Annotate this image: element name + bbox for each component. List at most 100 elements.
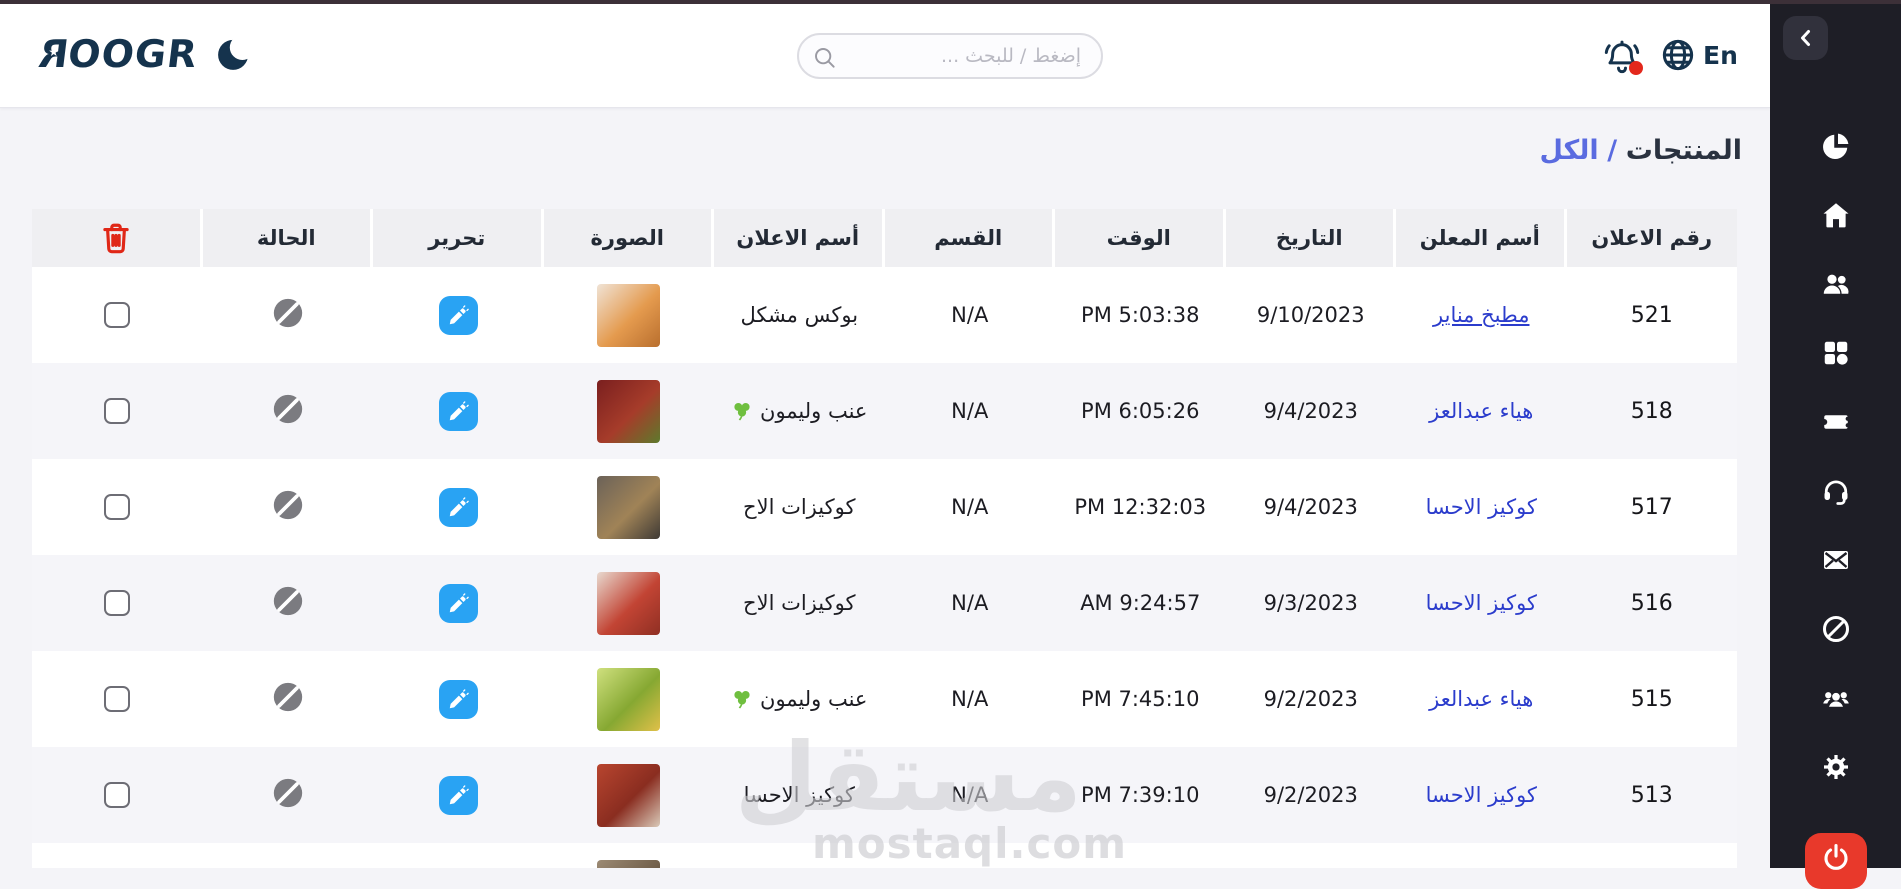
time-cell: PM 7:39:10 [1055,747,1226,843]
advertiser-link[interactable]: هياء عبدالعز [1429,399,1534,423]
status-disabled-icon[interactable] [271,488,305,522]
ad-name: كوكيزات الاح [743,591,856,615]
edit-button[interactable] [438,679,478,719]
date-cell [1225,843,1396,868]
pencil-icon [449,496,469,516]
ad-section: N/A [951,399,989,423]
status-disabled-icon[interactable] [271,296,305,330]
sidebar-item-ban[interactable] [1820,614,1852,644]
bulk-delete-button[interactable] [98,219,134,257]
logo[interactable]: ROOGR ★ [35,32,201,76]
sidebar-item-ticket[interactable] [1820,407,1852,437]
sidebar-item-users[interactable] [1820,269,1852,299]
table-row: 516 كوكيز الاحسا 9/3/2023 AM 9:24:57 N/A كوكي… [32,555,1737,651]
status-disabled-icon[interactable] [271,776,305,810]
ban-icon [273,682,302,711]
ad-name: عنب وليمون [731,399,867,423]
edit-button[interactable] [438,391,478,431]
breadcrumb-separator: / [1607,135,1618,166]
sidebar-item-user-group[interactable] [1820,683,1852,713]
section-cell: N/A [884,363,1055,459]
edit-button[interactable] [438,775,478,815]
ad-name: عنب وليمون [731,687,867,711]
notifications-bell-icon[interactable] [1602,37,1643,77]
table-row: 515 هياء عبدالعز 9/2/2023 PM 7:45:10 N/A عنب … [32,651,1737,747]
breadcrumb-section: المنتجات [1625,135,1742,166]
ads-table-wrap: رقم الاعلان أسم المعلن التاريخ الوقت القسم أس… [32,209,1737,868]
breadcrumb-current[interactable]: الكل [1539,135,1599,166]
column-header: الصورة [543,209,714,267]
row-checkbox[interactable] [104,302,131,328]
pencil-icon [449,592,469,612]
ads-table: رقم الاعلان أسم المعلن التاريخ الوقت القسم أس… [32,209,1737,868]
sidebar-item-gear[interactable] [1820,752,1852,782]
edit-cell [373,267,544,363]
ad-date: 9/4/2023 [1263,495,1358,519]
time-cell: PM 7:45:10 [1055,651,1226,747]
image-cell [543,843,714,868]
row-checkbox[interactable] [104,686,131,712]
advertiser-link[interactable]: مطبخ مناير [1433,303,1530,327]
edit-cell [373,459,544,555]
image-cell [543,555,714,651]
status-cell [202,555,373,651]
ad-name-cell [714,843,885,868]
logo-mark: R [35,32,72,76]
row-checkbox[interactable] [104,398,131,424]
date-cell: 9/4/2023 [1225,459,1396,555]
advertiser-link[interactable]: كوكيز الاحسا [1425,783,1537,807]
sidebar-item-category[interactable] [1820,338,1852,368]
advertiser-link[interactable]: كوكيز الاحسا [1425,591,1537,615]
ad-thumbnail [597,571,661,635]
advertiser-cell: هياء عبدالعز [1396,651,1567,747]
status-cell [202,363,373,459]
image-cell [543,267,714,363]
search-input[interactable] [799,35,1101,77]
time-cell: PM 5:03:38 [1055,267,1226,363]
edit-button[interactable] [438,487,478,527]
language-label: En [1703,40,1738,70]
pencil-icon [449,784,469,804]
status-cell [202,747,373,843]
edit-button[interactable] [438,295,478,335]
image-cell [543,363,714,459]
power-button[interactable] [1804,833,1867,889]
edit-button[interactable] [438,583,478,623]
ad-name-cell: كوكيزات الاح [714,555,885,651]
ad-name-cell: عنب وليمون [714,363,885,459]
status-disabled-icon[interactable] [271,392,305,426]
table-row: 517 كوكيز الاحسا 9/4/2023 PM 12:32:03 N/A كوك… [32,459,1737,555]
ad-number-cell: 513 [1566,747,1737,843]
time-cell: AM 9:24:57 [1055,555,1226,651]
sidebar-item-home[interactable] [1820,200,1852,230]
edit-cell [373,363,544,459]
advertiser-link[interactable]: هياء عبدالعز [1429,687,1534,711]
ad-number-cell: 516 [1566,555,1737,651]
language-switcher[interactable]: En [1660,37,1738,73]
ad-date: 9/4/2023 [1263,399,1358,423]
advertiser-link[interactable]: كوكيز الاحسا [1425,495,1537,519]
ad-name: كوكيز الاحسا [743,783,855,807]
row-checkbox[interactable] [104,590,131,616]
status-disabled-icon[interactable] [271,584,305,618]
row-checkbox[interactable] [104,494,131,520]
edit-cell [373,843,544,868]
date-cell: 9/2/2023 [1225,747,1396,843]
ad-date: 9/10/2023 [1256,303,1365,327]
home-icon [1821,200,1851,230]
sidebar-item-headset[interactable] [1820,476,1852,506]
row-checkbox[interactable] [104,782,131,808]
status-cell [202,651,373,747]
sidebar-item-pie-chart[interactable] [1820,131,1852,161]
status-disabled-icon[interactable] [271,680,305,714]
envelope-icon [1821,545,1851,575]
date-cell: 9/10/2023 [1225,267,1396,363]
dark-mode-moon-icon[interactable] [216,36,252,72]
sidebar-collapse-button[interactable] [1783,16,1828,60]
advertiser-cell: كوكيز الاحسا [1396,459,1567,555]
edit-cell [373,555,544,651]
ad-name-cell: كوكيزات الاح [714,459,885,555]
column-header: التاريخ [1225,209,1396,267]
pencil-icon [449,400,469,420]
sidebar-item-envelope[interactable] [1820,545,1852,575]
